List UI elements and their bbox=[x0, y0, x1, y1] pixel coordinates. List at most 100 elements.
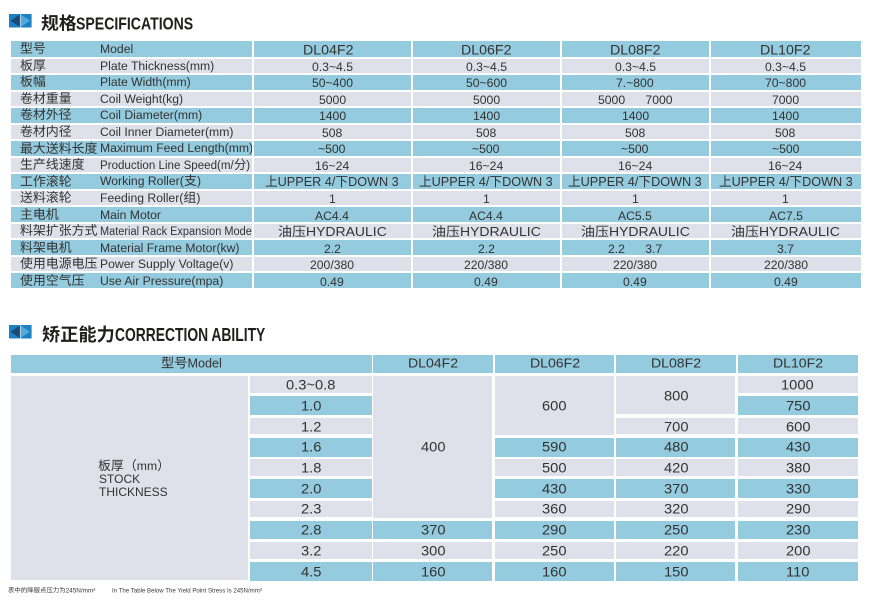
svg-text:380: 380 bbox=[786, 460, 811, 475]
svg-text:5000: 5000 bbox=[473, 93, 500, 107]
svg-text:300: 300 bbox=[421, 543, 446, 558]
svg-text:UPPER 4/: UPPER 4/ bbox=[581, 174, 639, 189]
svg-text:5000: 5000 bbox=[319, 93, 346, 107]
svg-text:0.3~4.5: 0.3~4.5 bbox=[615, 60, 656, 74]
svg-text:AC7.5: AC7.5 bbox=[769, 209, 803, 223]
svg-text:In The Table Below The Yield P: In The Table Below The Yield Point Stres… bbox=[112, 587, 262, 594]
svg-text:200: 200 bbox=[786, 543, 811, 558]
svg-text:CORRECTION ABILITY: CORRECTION ABILITY bbox=[115, 325, 265, 345]
svg-text:2.3: 2.3 bbox=[301, 502, 322, 517]
svg-text:~500: ~500 bbox=[772, 142, 800, 156]
svg-text:250: 250 bbox=[664, 522, 689, 537]
svg-text:220/380: 220/380 bbox=[464, 258, 508, 272]
svg-text:DL10F2: DL10F2 bbox=[760, 42, 811, 57]
svg-text:2.8: 2.8 bbox=[301, 522, 322, 537]
svg-text:508: 508 bbox=[625, 126, 646, 140]
svg-text:430: 430 bbox=[542, 481, 567, 496]
svg-text:150: 150 bbox=[664, 564, 689, 579]
svg-text:1400: 1400 bbox=[772, 109, 799, 123]
svg-text:0.3~4.5: 0.3~4.5 bbox=[466, 60, 507, 74]
svg-text:16~24: 16~24 bbox=[618, 159, 652, 173]
svg-text:HYDRAULIC: HYDRAULIC bbox=[306, 225, 387, 240]
svg-text:Model: Model bbox=[100, 42, 133, 56]
svg-text:UPPER 4/: UPPER 4/ bbox=[278, 174, 336, 189]
svg-text:): ) bbox=[196, 191, 200, 205]
svg-text:UPPER 4/: UPPER 4/ bbox=[731, 174, 789, 189]
svg-text:DL08F2: DL08F2 bbox=[610, 42, 661, 57]
svg-text:HYDRAULIC: HYDRAULIC bbox=[759, 225, 840, 240]
svg-text:Production Line Speed(m/: Production Line Speed(m/ bbox=[100, 158, 234, 172]
svg-text:2.2: 2.2 bbox=[478, 242, 495, 256]
svg-text:200/380: 200/380 bbox=[310, 258, 354, 272]
svg-text:230: 230 bbox=[786, 522, 811, 537]
svg-text:1.2: 1.2 bbox=[301, 419, 322, 434]
svg-text:0.3~4.5: 0.3~4.5 bbox=[312, 60, 353, 74]
svg-text:Model: Model bbox=[188, 357, 222, 371]
svg-text:~500: ~500 bbox=[318, 142, 346, 156]
svg-text:700: 700 bbox=[664, 419, 689, 434]
svg-text:220: 220 bbox=[664, 543, 689, 558]
svg-text:750: 750 bbox=[786, 398, 811, 413]
svg-text:): ) bbox=[246, 158, 250, 172]
svg-text:~500: ~500 bbox=[472, 142, 500, 156]
svg-text:STOCK: STOCK bbox=[99, 472, 140, 486]
svg-text:800: 800 bbox=[664, 388, 689, 403]
svg-text:220/380: 220/380 bbox=[764, 258, 808, 272]
svg-text:1: 1 bbox=[632, 192, 639, 206]
svg-text:430: 430 bbox=[786, 439, 811, 454]
svg-text:SPECIFICATIONS: SPECIFICATIONS bbox=[76, 13, 193, 33]
svg-text:UPPER 4/: UPPER 4/ bbox=[432, 174, 490, 189]
svg-text:4.5: 4.5 bbox=[301, 564, 322, 579]
svg-text:370: 370 bbox=[421, 522, 446, 537]
svg-text:50~400: 50~400 bbox=[312, 76, 353, 90]
svg-text:1: 1 bbox=[782, 192, 789, 206]
svg-text:508: 508 bbox=[775, 126, 796, 140]
svg-text:DL06F2: DL06F2 bbox=[530, 356, 580, 370]
svg-text:THICKNESS: THICKNESS bbox=[99, 485, 168, 499]
svg-text:16~24: 16~24 bbox=[768, 159, 802, 173]
svg-text:Power Supply Voltage(v): Power Supply Voltage(v) bbox=[100, 257, 233, 271]
svg-text:110: 110 bbox=[786, 564, 810, 579]
svg-text:7.~800: 7.~800 bbox=[616, 76, 654, 90]
svg-text:1000: 1000 bbox=[781, 377, 814, 392]
svg-text:16~24: 16~24 bbox=[469, 159, 503, 173]
svg-text:DOWN 3: DOWN 3 bbox=[651, 174, 702, 189]
svg-text:Working Roller(: Working Roller( bbox=[100, 174, 184, 188]
svg-text:Main Motor: Main Motor bbox=[100, 208, 161, 222]
svg-text:Coil Diameter(mm): Coil Diameter(mm) bbox=[100, 108, 202, 122]
svg-text:Plate Width(mm): Plate Width(mm) bbox=[100, 75, 191, 89]
svg-text:290: 290 bbox=[786, 502, 811, 517]
svg-text:1: 1 bbox=[329, 192, 336, 206]
svg-text:DL06F2: DL06F2 bbox=[461, 42, 512, 57]
svg-text:AC4.4: AC4.4 bbox=[469, 209, 503, 223]
svg-text:DL04F2: DL04F2 bbox=[303, 42, 354, 57]
svg-text:DOWN 3: DOWN 3 bbox=[502, 174, 553, 189]
svg-text:0.49: 0.49 bbox=[320, 275, 344, 289]
svg-text:AC5.5: AC5.5 bbox=[618, 209, 652, 223]
svg-text:0.3~0.8: 0.3~0.8 bbox=[286, 377, 336, 392]
svg-text:1: 1 bbox=[483, 192, 490, 206]
svg-text:DOWN 3: DOWN 3 bbox=[348, 174, 399, 189]
svg-text:2.2 3.7: 2.2 3.7 bbox=[608, 242, 662, 256]
svg-text:0.49: 0.49 bbox=[474, 275, 498, 289]
svg-text:1.6: 1.6 bbox=[301, 439, 322, 454]
svg-text:AC4.4: AC4.4 bbox=[315, 209, 349, 223]
svg-text:HYDRAULIC: HYDRAULIC bbox=[609, 225, 690, 240]
svg-text:70~800: 70~800 bbox=[765, 76, 806, 90]
svg-text:220/380: 220/380 bbox=[613, 258, 657, 272]
svg-text:250: 250 bbox=[542, 543, 567, 558]
svg-text:DL04F2: DL04F2 bbox=[408, 356, 458, 370]
svg-text:mm: mm bbox=[137, 459, 157, 473]
svg-text:600: 600 bbox=[786, 419, 811, 434]
svg-text:480: 480 bbox=[664, 439, 689, 454]
svg-text:DL08F2: DL08F2 bbox=[651, 356, 701, 370]
svg-text:Material Frame Motor(kw): Material Frame Motor(kw) bbox=[100, 241, 240, 255]
svg-text:Maximum Feed Length(mm): Maximum Feed Length(mm) bbox=[100, 141, 253, 155]
svg-text:400: 400 bbox=[421, 440, 446, 455]
svg-text:360: 360 bbox=[542, 502, 567, 517]
svg-text:1.8: 1.8 bbox=[301, 460, 322, 475]
svg-text:160: 160 bbox=[421, 564, 446, 579]
svg-text:590: 590 bbox=[542, 439, 567, 454]
svg-text:DL10F2: DL10F2 bbox=[773, 356, 823, 370]
svg-text:330: 330 bbox=[786, 481, 811, 496]
